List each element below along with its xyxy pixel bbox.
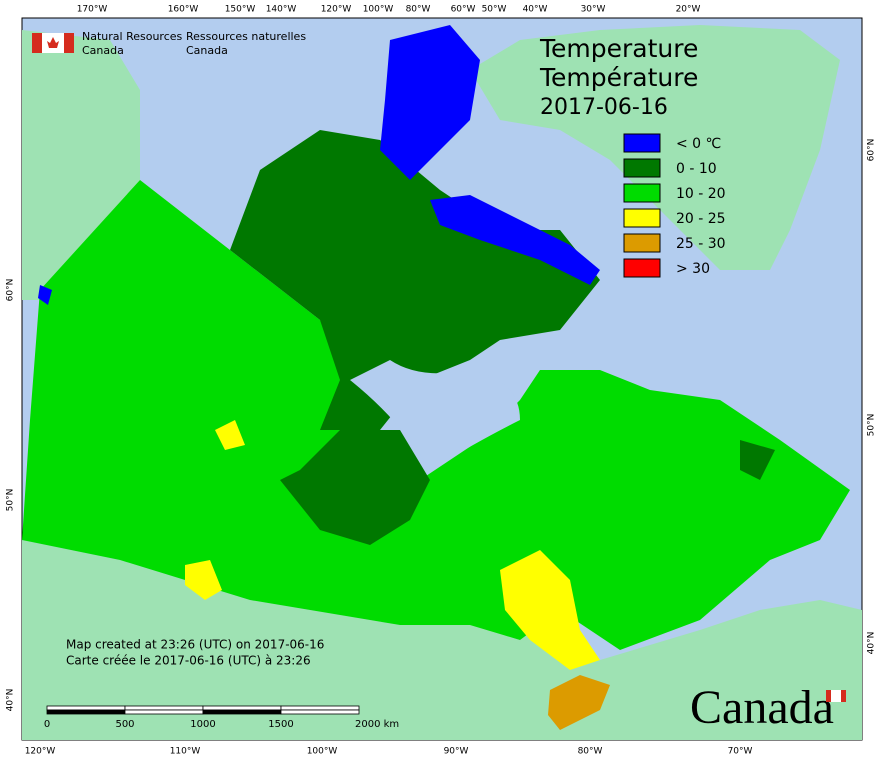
lon-label: 60°W: [451, 5, 476, 15]
date: 2017-06-16: [540, 95, 668, 120]
legend: < 0 ℃ 0 - 10 10 - 20 20 - 25 25 - 30 > 30: [623, 133, 726, 278]
lon-label: 160°W: [168, 5, 199, 15]
wordmark-flag: [826, 690, 846, 702]
scale-label: 2000 km: [355, 719, 399, 730]
lon-label: 80°W: [578, 747, 603, 757]
maple-leaf: [47, 37, 59, 48]
legend-swatch: [623, 258, 661, 278]
legend-label: 20 - 25: [676, 211, 726, 227]
lon-label: 30°W: [581, 5, 606, 15]
legend-label: 25 - 30: [676, 236, 726, 252]
legend-swatch: [623, 183, 661, 203]
flag-right: [64, 33, 74, 53]
legend-label: 10 - 20: [676, 186, 726, 202]
flag-right: [841, 690, 846, 702]
lon-label: 90°W: [444, 747, 469, 757]
lon-label: 110°W: [170, 747, 201, 757]
lon-label: 40°W: [523, 5, 548, 15]
legend-label: < 0 ℃: [676, 136, 721, 152]
org-en: Canada: [82, 44, 124, 57]
scale-bar: 0 500 1000 1500 2000 km: [44, 705, 399, 730]
yukon-cold: [38, 285, 52, 305]
scale-label: 500: [115, 719, 134, 730]
lon-label: 170°W: [77, 5, 108, 15]
graticule-labels: 170°W 160°W 150°W 140°W 120°W 100°W 80°W 60°W 50…: [6, 5, 877, 757]
legend-swatch: [623, 133, 661, 153]
baffin-cold: [430, 195, 600, 285]
scale-segment: [46, 709, 126, 715]
lat-label: 60°N: [6, 279, 16, 302]
alberta-warm: [215, 420, 245, 450]
flag-left: [32, 33, 42, 53]
lat-label: 60°N: [867, 139, 877, 162]
scale-segment: [124, 709, 204, 715]
canada-mainland: [22, 180, 850, 650]
hudson-dark: [280, 430, 430, 545]
usa: [22, 540, 862, 740]
lat-label: 40°N: [867, 632, 877, 655]
title: Température: [539, 63, 698, 92]
flag-center: [831, 690, 841, 702]
note: Map created at 23:26 (UTC) on 2017-06-16: [66, 638, 324, 652]
scale-segment: [280, 709, 360, 715]
scale-label: 1000: [190, 719, 215, 730]
scale-segment: [202, 705, 282, 711]
lon-label: 120°W: [321, 5, 352, 15]
scale-label: 1500: [268, 719, 293, 730]
lat-label: 40°N: [6, 689, 16, 712]
legend-label: 0 - 10: [676, 161, 717, 177]
legend-swatch: [623, 158, 661, 178]
logo: [32, 33, 74, 53]
lon-label: 150°W: [225, 5, 256, 15]
lon-label: 140°W: [266, 5, 297, 15]
scale-segment: [280, 705, 360, 711]
lat-label: 50°N: [867, 414, 877, 437]
labrador-dark: [740, 440, 775, 480]
ontario-warm: [500, 550, 600, 670]
flag-left: [826, 690, 831, 702]
lon-label: 50°W: [482, 5, 507, 15]
lon-label: 100°W: [307, 747, 338, 757]
legend-swatch: [623, 233, 661, 253]
lon-label: 100°W: [363, 5, 394, 15]
hudson-bay: [350, 360, 520, 470]
scale-label: 0: [44, 719, 50, 730]
lon-label: 70°W: [728, 747, 753, 757]
lat-label: 50°N: [6, 489, 16, 512]
scale-segment: [124, 705, 204, 711]
title: Temperature: [539, 34, 698, 63]
ellesmere-cold: [380, 25, 480, 180]
legend-label: > 30: [676, 261, 710, 277]
legend-swatch: [623, 208, 661, 228]
scale-segment: [46, 705, 126, 711]
note: Carte créée le 2017-06-16 (UTC) à 23:26: [66, 654, 311, 668]
lon-label: 80°W: [406, 5, 431, 15]
ontario-hot: [548, 675, 610, 730]
prairie-warm: [185, 560, 222, 600]
wordmark: Canada: [690, 681, 834, 734]
alaska: [22, 30, 140, 300]
scale-segment: [202, 709, 282, 715]
org-fr: Canada: [186, 44, 228, 57]
org-fr: Ressources naturelles: [186, 30, 306, 43]
lon-label: 120°W: [25, 747, 56, 757]
org-en: Natural Resources: [82, 30, 183, 43]
arctic-dark: [230, 130, 600, 430]
lon-label: 20°W: [676, 5, 701, 15]
